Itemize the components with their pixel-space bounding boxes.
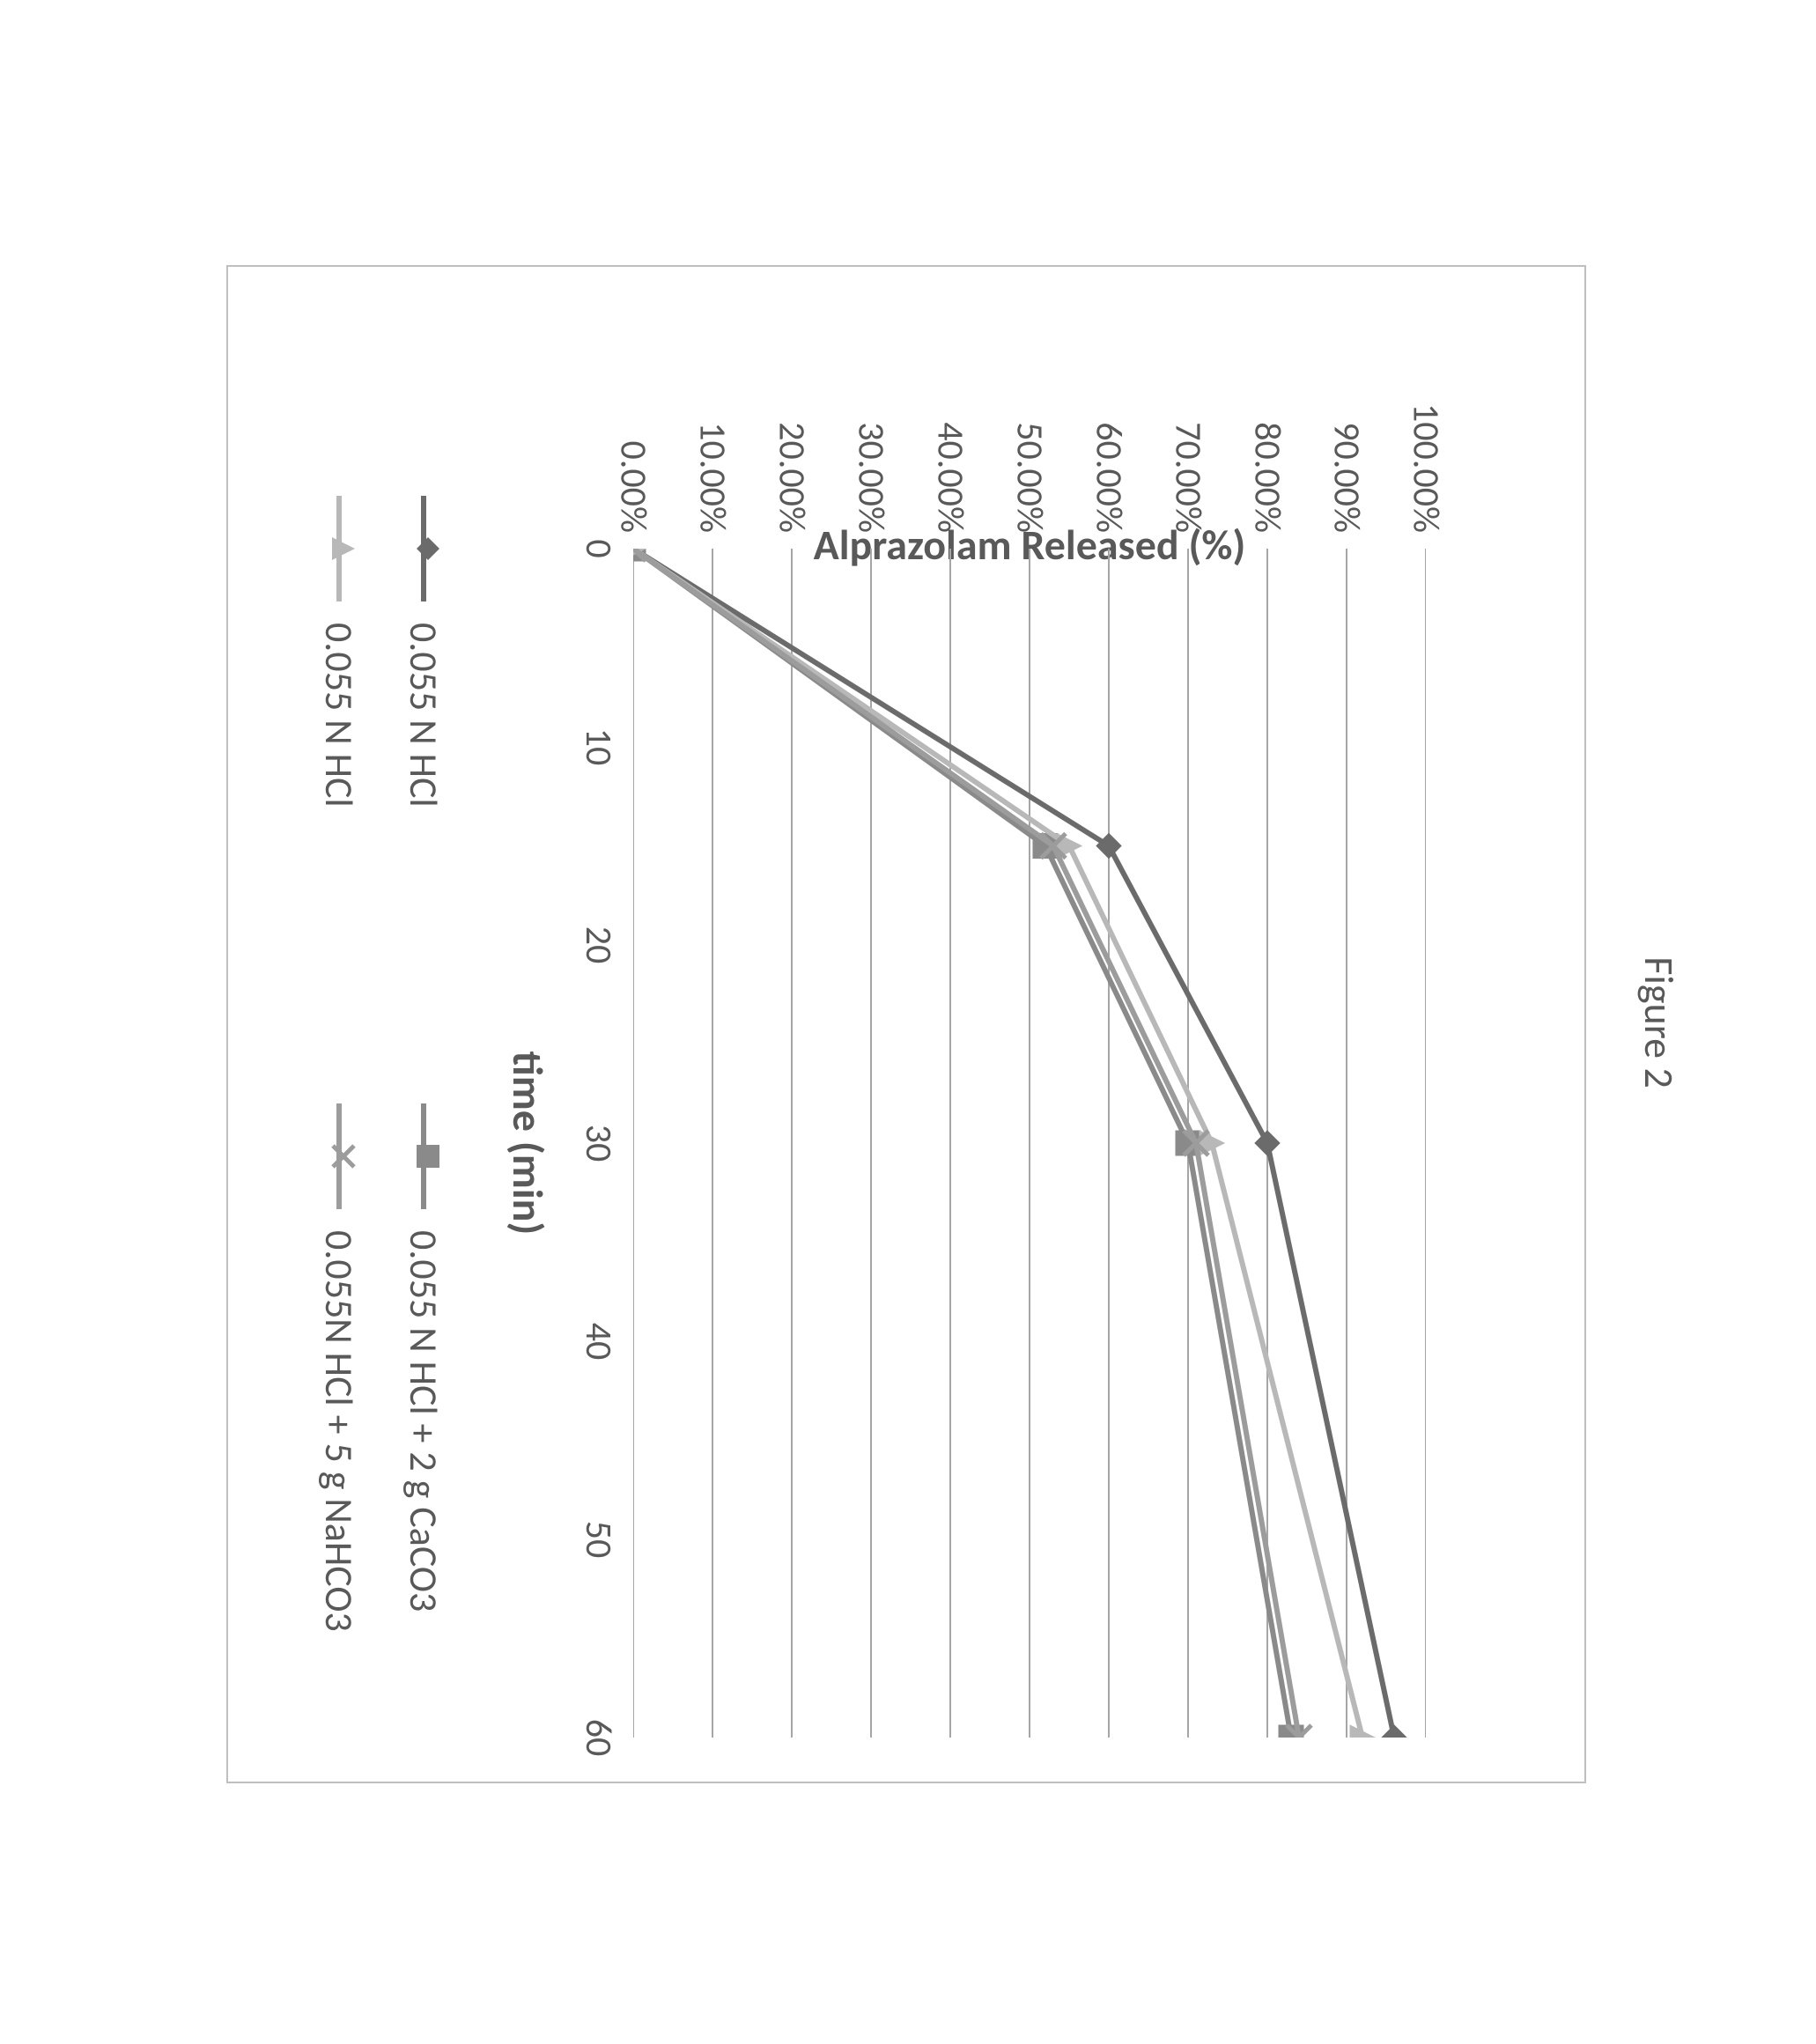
xtick-label: 30	[576, 1124, 633, 1162]
plot-area: 0.00%10.00%20.00%30.00%40.00%50.00%60.00…	[633, 549, 1426, 1738]
ytick-label: 90.00%	[1325, 422, 1369, 549]
ytick-label: 50.00%	[1008, 422, 1052, 549]
ytick-label: 80.00%	[1245, 422, 1290, 549]
legend: 0.055 N HCl 0.055 N HCl + 2 g CaCO3 0.055 …	[314, 496, 448, 1676]
xtick-label: 0	[576, 539, 633, 557]
legend-swatch	[314, 1103, 364, 1209]
legend-label: 0.055 N HCl	[315, 623, 363, 808]
ytick-label: 20.00%	[770, 422, 815, 549]
legend-label: 0.055 N HCl + 2 g CaCO3	[400, 1230, 447, 1612]
ytick-label: 70.00%	[1166, 422, 1211, 549]
ytick-label: 40.00%	[928, 422, 973, 549]
xtick-label: 50	[576, 1520, 633, 1558]
legend-swatch	[314, 496, 364, 601]
figure-caption: Figure 2	[1634, 956, 1683, 1088]
chart-svg	[633, 549, 1426, 1738]
series-line-0	[633, 549, 1394, 1738]
x-axis-title: time (min)	[502, 549, 554, 1738]
legend-swatch	[399, 496, 448, 601]
ytick-label: 30.00%	[849, 422, 894, 549]
ytick-label: 60.00%	[1087, 422, 1132, 549]
legend-label: 0.055 N HCl	[400, 623, 447, 808]
legend-item-1: 0.055 N HCl + 2 g CaCO3	[399, 1103, 448, 1676]
legend-item-0: 0.055 N HCl	[399, 496, 448, 1068]
ytick-label: 0.00%	[611, 440, 656, 549]
ytick-label: 100.00%	[1404, 402, 1449, 548]
series-line-2	[633, 549, 1362, 1738]
legend-swatch	[399, 1103, 448, 1209]
xtick-label: 10	[576, 727, 633, 765]
figure-2: Figure 2 Alprazolam Released (%) 0.00%10…	[124, 142, 1692, 1903]
xtick-label: 20	[576, 926, 633, 963]
legend-item-3: 0.055N HCl + 5 g NaHCO3	[314, 1103, 364, 1676]
chart-frame: Alprazolam Released (%) 0.00%10.00%20.00…	[226, 265, 1586, 1783]
xtick-label: 60	[576, 1718, 633, 1756]
legend-item-2: 0.055 N HCl	[314, 496, 364, 1068]
xtick-label: 40	[576, 1322, 633, 1360]
legend-label: 0.055N HCl + 5 g NaHCO3	[315, 1230, 363, 1632]
ytick-label: 10.00%	[690, 422, 735, 549]
